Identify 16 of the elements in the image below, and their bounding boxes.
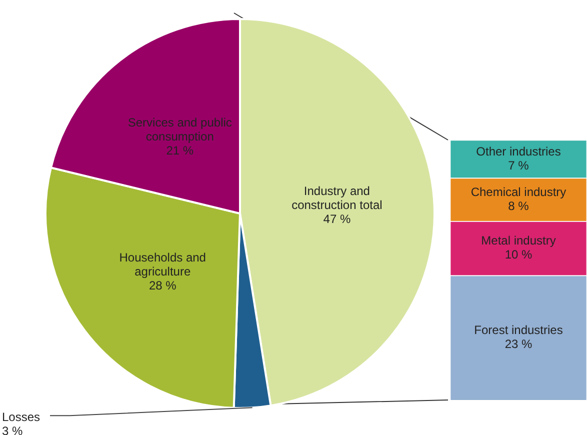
data-label: 10 %: [504, 248, 532, 262]
series-label: Metal industry: [481, 234, 556, 248]
slice-label: Industry and construction total: [292, 184, 382, 212]
slice-label: Services and public consumption: [128, 115, 232, 144]
slice-label: Losses: [2, 410, 40, 424]
data-label: 8 %: [508, 198, 530, 213]
data-label: 28 %: [148, 278, 177, 293]
data-label: 21 %: [166, 143, 194, 158]
data-label: 47 %: [323, 212, 351, 226]
series-label: Forest industries: [474, 323, 563, 338]
series-label: Chemical industry: [470, 184, 566, 199]
data-label: 7 %: [508, 158, 530, 172]
slice-label: Households and agriculture: [119, 250, 206, 279]
data-label: 23 %: [504, 337, 532, 352]
data-label: 3 %: [2, 424, 24, 435]
series-label: Other industries: [476, 144, 561, 158]
